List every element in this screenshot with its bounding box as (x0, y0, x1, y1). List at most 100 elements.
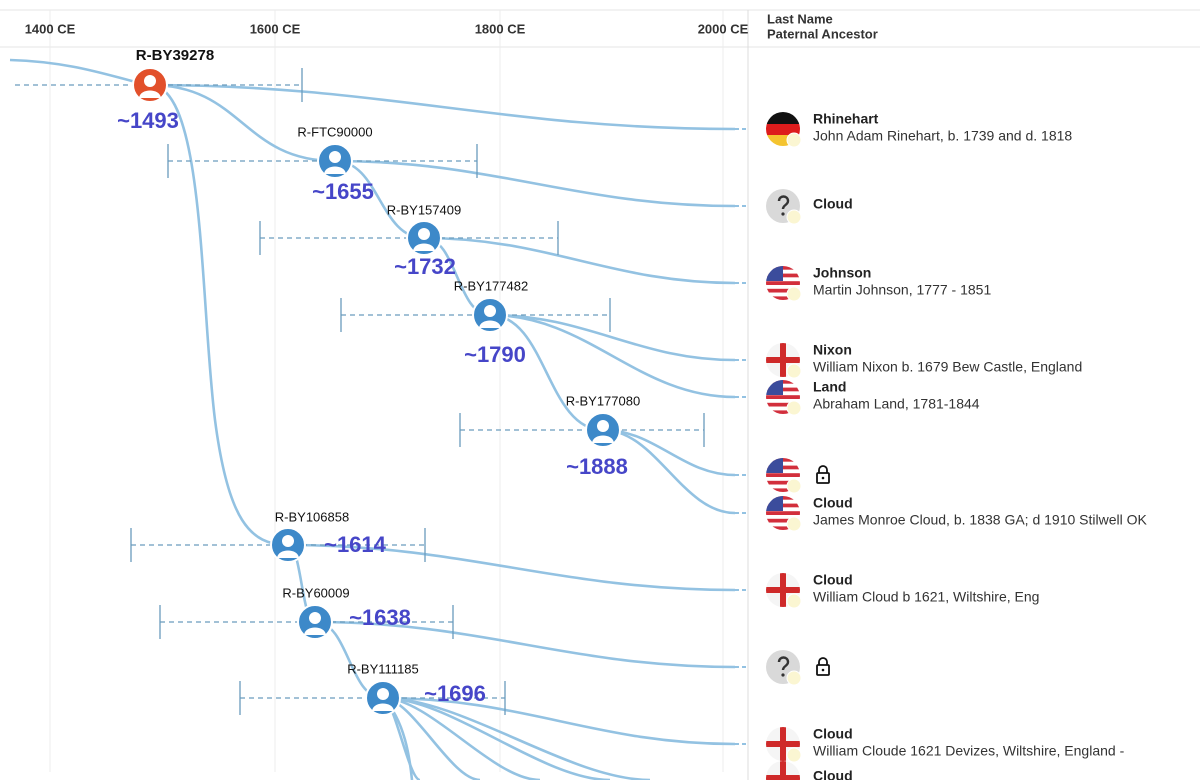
flag-cross (766, 357, 800, 363)
flag-icon (766, 761, 800, 780)
branch-line (149, 83, 289, 547)
node-avatar-body (324, 166, 346, 174)
branch-line (334, 159, 736, 208)
grid: 1400 CE 1600 CE 1800 CE 2000 CE (25, 10, 749, 772)
flag-icon (766, 496, 802, 532)
lock-body (816, 664, 830, 676)
ancestor-surname: Nixon (813, 342, 852, 358)
haplogroup-node: R-BY111185 ~1696 (347, 661, 486, 716)
ancestor-row (766, 650, 830, 686)
lock-icon (816, 657, 830, 676)
node-year: ~1655 (312, 179, 374, 204)
node-avatar-body (277, 550, 299, 558)
flag-clip (766, 380, 800, 414)
flag-badge (786, 478, 802, 494)
node-label: R-BY157409 (387, 202, 461, 217)
node-avatar-head (329, 151, 341, 163)
node-avatar-head (309, 612, 321, 624)
time-tick-label: 1800 CE (475, 21, 526, 36)
branch-line (149, 83, 736, 131)
node-avatar-head (144, 75, 156, 87)
branch-line (149, 83, 336, 163)
flag-stripe (766, 399, 800, 403)
branch-line (423, 236, 736, 285)
node-year: ~1614 (324, 532, 387, 557)
ancestor-surname: Johnson (813, 265, 871, 281)
flag-stripe (766, 288, 800, 293)
flag-stripe (766, 488, 800, 492)
node-avatar-body (139, 90, 161, 98)
question-mark (777, 195, 790, 210)
flag-clip (766, 112, 800, 146)
flag-icon (766, 112, 802, 148)
node-avatar-body (304, 627, 326, 635)
ancestor-description: Abraham Land, 1781-1844 (813, 396, 980, 412)
lock-hole (821, 668, 825, 672)
node-year: ~1888 (566, 454, 628, 479)
flag-stripe (766, 135, 800, 146)
node-avatar-head (282, 535, 294, 547)
ancestor-row: Cloud (766, 761, 853, 780)
ancestor-description: John Adam Rinehart, b. 1739 and d. 1818 (813, 128, 1072, 144)
flag-icon (766, 650, 802, 686)
ancestor-surname: Cloud (813, 726, 853, 742)
node-avatar-head (484, 305, 496, 317)
node-year: ~1638 (349, 605, 411, 630)
node-label: R-BY39278 (136, 47, 214, 64)
nodes: R-BY39278 ~1493 R-FTC90000 ~1655 R-BY157409 ~… (117, 47, 640, 716)
flag-badge (786, 286, 802, 302)
ancestor-description: Martin Johnson, 1777 - 1851 (813, 282, 991, 298)
flag-icon (766, 189, 802, 225)
lock-shackle (818, 657, 828, 665)
node-label: R-BY177482 (454, 278, 528, 293)
header-last-name: Last Name (767, 11, 833, 26)
flag-stripe (766, 473, 800, 477)
haplogroup-node: R-BY60009~1638 (282, 585, 411, 640)
time-tick-label: 1600 CE (250, 21, 301, 36)
flag-stripe (766, 522, 800, 527)
flag-icon (766, 266, 802, 302)
branch-line (602, 428, 736, 515)
flag-stripe (766, 285, 800, 289)
flag-icon (766, 573, 802, 609)
branch-line (287, 543, 736, 592)
flag-stripe (766, 296, 800, 300)
flag-stripe (766, 402, 800, 407)
haplogroup-node: R-BY106858 ~1614 (270, 509, 387, 563)
branch-line (489, 313, 736, 399)
flag-stripe (766, 518, 800, 523)
node-year: ~1493 (117, 108, 179, 133)
node-label: R-BY60009 (282, 585, 349, 600)
flag-stripe (766, 477, 800, 481)
flag-stripe (766, 511, 800, 515)
question-dot (781, 212, 785, 216)
flag-icon (766, 727, 802, 763)
node-year: ~1696 (424, 681, 486, 706)
ancestor-row: Cloud (766, 189, 853, 225)
flag-stripe (766, 484, 800, 489)
ancestor-description: James Monroe Cloud, b. 1838 GA; d 1910 S… (813, 512, 1148, 528)
ancestor-surname: Cloud (813, 572, 853, 588)
flag-stripe (766, 515, 800, 519)
flag-stripe (766, 410, 800, 414)
branch-line (489, 313, 736, 362)
flag-icon (766, 380, 802, 416)
question-mark (777, 656, 790, 671)
flag-badge (786, 132, 802, 148)
node-avatar-head (597, 420, 609, 432)
haplogroup-node: R-BY157409 ~1732 (387, 202, 461, 278)
haplogroup-node: R-BY177080 ~1888 (566, 393, 640, 478)
node-avatar-head (377, 688, 389, 700)
flag-badge (786, 400, 802, 416)
branch-line (314, 620, 736, 669)
node-label: R-FTC90000 (297, 124, 372, 139)
flag-clip (766, 761, 800, 780)
node-avatar-body (372, 703, 394, 711)
